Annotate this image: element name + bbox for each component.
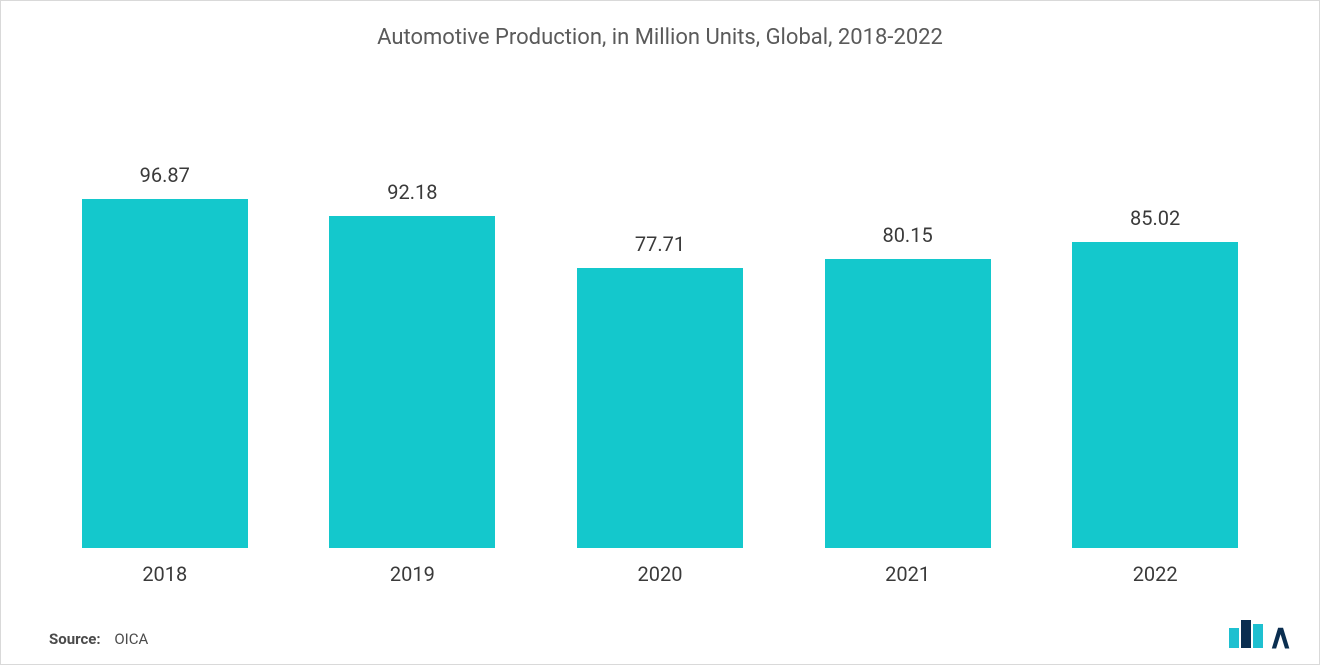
x-axis: 2018 2019 2020 2021 2022 bbox=[1, 548, 1319, 586]
bar-value-label: 96.87 bbox=[140, 163, 190, 187]
x-tick-label: 2021 bbox=[825, 562, 991, 586]
bar-group: 85.02 bbox=[1072, 108, 1238, 548]
bar-group: 96.87 bbox=[82, 108, 248, 548]
bar-value-label: 85.02 bbox=[1130, 206, 1180, 230]
x-tick-label: 2019 bbox=[329, 562, 495, 586]
bar-value-label: 80.15 bbox=[882, 223, 932, 247]
bar-group: 77.71 bbox=[577, 108, 743, 548]
bar-rect bbox=[329, 216, 495, 548]
bar-rect bbox=[825, 259, 991, 548]
source-attribution: Source: OICA bbox=[49, 630, 148, 648]
x-tick-label: 2020 bbox=[577, 562, 743, 586]
chart-container: Automotive Production, in Million Units,… bbox=[0, 0, 1320, 665]
plot-area: 96.87 92.18 77.71 80.15 85.02 bbox=[1, 58, 1319, 548]
bar-group: 92.18 bbox=[329, 108, 495, 548]
logo-bar-icon bbox=[1229, 628, 1239, 648]
logo-bar-icon bbox=[1241, 620, 1251, 648]
chart-title: Automotive Production, in Million Units,… bbox=[1, 1, 1319, 58]
logo-bar-icon bbox=[1253, 624, 1263, 648]
bar-rect bbox=[82, 199, 248, 548]
bar-rect bbox=[1072, 242, 1238, 548]
bar-rect bbox=[577, 268, 743, 548]
brand-logo: ∧ bbox=[1229, 620, 1293, 648]
x-tick-label: 2022 bbox=[1072, 562, 1238, 586]
bar-value-label: 92.18 bbox=[387, 180, 437, 204]
source-label: Source: bbox=[49, 630, 101, 648]
source-text: OICA bbox=[114, 630, 148, 648]
logo-lambda-icon: ∧ bbox=[1268, 625, 1293, 651]
bar-value-label: 77.71 bbox=[635, 232, 685, 256]
bar-group: 80.15 bbox=[825, 108, 991, 548]
x-tick-label: 2018 bbox=[82, 562, 248, 586]
chart-footer: Source: OICA ∧ bbox=[1, 586, 1319, 664]
